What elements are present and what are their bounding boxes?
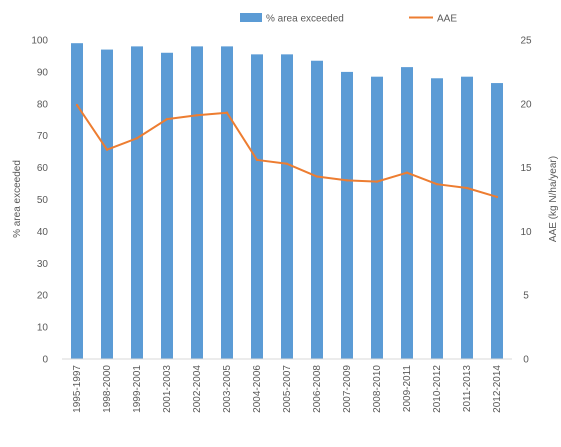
y-tick-label-left: 0: [42, 355, 48, 366]
x-tick-label: 2005-2007: [282, 365, 293, 413]
bar: [101, 49, 113, 359]
x-tick-label: 1998-2000: [102, 365, 113, 413]
line-point: [495, 195, 499, 199]
bar: [491, 83, 503, 359]
y-tick-label-left: 50: [37, 195, 49, 206]
x-tick-label: 2008-2010: [372, 365, 383, 413]
y-tick-label-left: 80: [37, 99, 49, 110]
line-point: [135, 137, 139, 140]
x-tick-label: 2002-2004: [192, 365, 203, 413]
x-tick-label: 2004-2006: [252, 365, 263, 413]
y-axis-ticks-right: 0 5 10 15 20 25: [520, 36, 532, 366]
bar: [191, 46, 203, 359]
y-tick-label-right: 15: [520, 163, 532, 174]
bar: [131, 46, 143, 359]
x-tick-label: 2007-2009: [342, 365, 353, 413]
line-point: [465, 186, 469, 190]
line-series: [75, 103, 499, 199]
x-tick-label: 2012-2014: [492, 365, 503, 413]
y-tick-label-right: 5: [523, 291, 529, 302]
bar: [401, 67, 413, 360]
line-point: [405, 171, 409, 174]
y-tick-label-left: 40: [37, 227, 49, 238]
bar: [341, 71, 353, 360]
x-tick-label: 2003-2005: [222, 365, 233, 413]
legend: % area exceeded AAE: [240, 13, 457, 25]
bar: [71, 43, 83, 359]
legend-label-line: AAE: [437, 14, 457, 25]
y-tick-label-right: 10: [520, 227, 532, 238]
bar: [371, 76, 383, 359]
y-tick-label-left: 30: [37, 259, 49, 270]
line-point: [285, 162, 289, 165]
y-tick-label-right: 25: [520, 36, 532, 47]
legend-item-line: AAE: [409, 14, 457, 25]
y-tick-label-left: 100: [31, 36, 48, 47]
bar: [251, 54, 263, 359]
y-axis-ticks-left: 0 10 20 30 40 50 60 70 80 90 100: [31, 36, 48, 366]
y-tick-label-right: 20: [520, 99, 532, 110]
y-tick-label-left: 90: [37, 67, 49, 78]
x-tick-label: 2006-2008: [312, 365, 323, 413]
x-tick-label: 2001-2003: [162, 365, 173, 413]
x-tick-label: 2011-2013: [462, 365, 473, 413]
line-point: [105, 148, 109, 151]
line-point: [225, 111, 229, 114]
line-point: [165, 117, 169, 121]
y-tick-label-left: 60: [37, 163, 49, 174]
y-tick-label-left: 10: [37, 323, 49, 334]
legend-item-bars: % area exceeded: [240, 13, 344, 25]
line-point: [345, 179, 349, 182]
line-point: [375, 180, 379, 183]
line-point: [255, 158, 259, 162]
x-axis-ticks: 1995-1997 1998-2000 1999-2001 2001-2003 2002…: [72, 365, 503, 413]
bar-series: [71, 43, 503, 360]
line-point: [195, 114, 199, 117]
x-tick-label: 2009-2011: [402, 365, 413, 413]
y-tick-label-right: 0: [523, 355, 529, 366]
y-axis-title-right: AAE (kg N/ha/year): [548, 156, 559, 242]
bar: [461, 76, 473, 359]
line-point: [435, 182, 439, 186]
x-tick-label: 1999-2001: [132, 365, 143, 413]
bar: [161, 52, 173, 359]
y-tick-label-left: 70: [37, 131, 49, 142]
legend-label-bar: % area exceeded: [266, 14, 344, 25]
bar: [221, 46, 233, 359]
x-tick-label: 2010-2012: [432, 365, 443, 413]
line-point: [315, 175, 319, 178]
bar: [431, 78, 443, 359]
y-tick-label-left: 20: [37, 291, 49, 302]
line-point: [75, 103, 79, 107]
bar: [311, 60, 323, 360]
x-tick-label: 1995-1997: [72, 365, 83, 413]
y-axis-title-left: % area exceeded: [12, 160, 23, 238]
legend-swatch-bar: [240, 13, 262, 22]
bar: [281, 54, 293, 359]
